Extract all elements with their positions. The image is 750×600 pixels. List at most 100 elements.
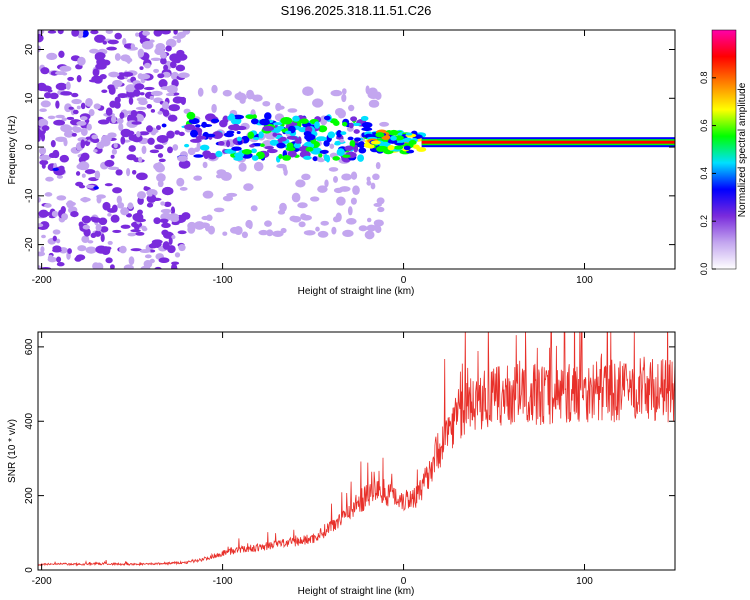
spectrogram-noise-blob (47, 254, 54, 262)
spectrogram-noise-blob (167, 146, 173, 154)
spectrogram-noise-blob (128, 145, 136, 152)
spectrogram-band-blob (251, 148, 257, 154)
spectrogram-noise-blob (61, 125, 73, 133)
spectrogram-noise-blob (148, 243, 158, 249)
spectrogram-band-blob (282, 155, 292, 161)
spectrogram-noise-blob (114, 101, 121, 109)
spectrogram-tone-blob (375, 132, 385, 138)
spectrogram-haze-blob (331, 226, 337, 235)
spectrogram-noise-blob (111, 148, 118, 155)
spectrogram-noise-blob (94, 170, 101, 180)
spectrogram-noise-blob (175, 64, 186, 72)
spectrogram-band-blob (280, 117, 293, 125)
spectrogram-noise-blob (167, 40, 177, 46)
colorbar-tick-label: 0.0 (699, 263, 709, 276)
spectrogram-noise-blob (46, 52, 58, 61)
colorbar-tick-label: 0.4 (699, 167, 709, 180)
spectrogram-haze-blob (264, 220, 272, 227)
spectrogram-haze-blob (266, 229, 274, 237)
spectrogram-noise-blob (106, 46, 117, 51)
colorbar-tick-label: 0.6 (699, 119, 709, 132)
spectrogram-noise-blob (76, 121, 87, 126)
spectrogram-noise-blob (119, 245, 127, 254)
spectrogram-haze-blob (193, 147, 200, 153)
spectrogram-y-tick-label: 10 (24, 92, 35, 104)
spectrogram-noise-blob (163, 233, 170, 237)
spectrogram-haze-blob (187, 221, 197, 230)
spectrogram-band-blob (361, 122, 373, 128)
spectrogram-noise-blob (171, 263, 178, 269)
spectrogram-band-blob (334, 142, 341, 146)
spectrogram-noise-blob (168, 114, 178, 122)
spectrogram-noise-blob (143, 86, 155, 91)
spectrogram-noise-blob (118, 122, 124, 132)
spectrogram-noise-blob (178, 159, 191, 169)
spectrogram-haze-blob (187, 147, 196, 156)
spectrogram-noise-blob (57, 30, 64, 35)
spectrogram-haze-blob (287, 108, 298, 113)
spectrogram-haze-blob (226, 192, 238, 197)
spectrogram-noise-blob (123, 264, 134, 269)
spectrogram-noise-blob (52, 245, 62, 252)
spectrogram-noise-blob (107, 213, 112, 217)
spectrogram-noise-blob (144, 62, 151, 69)
spectrogram-noise-blob (158, 174, 164, 178)
spectrogram-band-blob (234, 152, 245, 158)
spectrogram-noise-blob (82, 224, 90, 230)
spectrogram-haze-blob (252, 94, 263, 102)
spectrogram-band-blob (245, 114, 256, 119)
spectrogram-haze-blob (250, 205, 258, 212)
spectrogram-noise-blob (170, 206, 176, 215)
spectrogram-noise-blob (102, 40, 108, 45)
spectrogram-haze-blob (280, 227, 287, 234)
spectrogram-haze-blob (317, 158, 325, 163)
spectrogram-noise-blob (68, 106, 74, 110)
spectrogram-noise-blob (105, 246, 112, 251)
spectrogram-band-blob (327, 131, 336, 139)
spectrogram-band-blob (259, 143, 265, 147)
spectrogram-noise-blob (153, 68, 160, 73)
spectrogram-noise-blob (107, 166, 120, 170)
spectrogram-noise-blob (157, 73, 165, 79)
spectrogram-haze-blob (333, 175, 338, 183)
spectrogram-noise-blob (169, 61, 177, 69)
spectrogram-haze-blob (367, 87, 378, 96)
spectrogram-noise-blob (175, 56, 186, 61)
spectrogram-noise-blob (92, 68, 100, 77)
spectrogram-band-blob (247, 131, 255, 139)
spectrogram-noise-blob (174, 130, 180, 135)
figure-title: S196.2025.318.11.51.C26 (281, 3, 432, 18)
spectrogram-noise-blob (115, 169, 123, 176)
spectrogram-noise-blob (76, 105, 81, 110)
spectrogram-noise-blob (95, 245, 108, 254)
spectrogram-noise-blob (165, 92, 175, 97)
spectrogram-noise-blob (47, 30, 57, 34)
spectrogram-band-blob (189, 138, 202, 143)
spectrogram-noise-blob (161, 123, 167, 128)
spectrogram-noise-blob (143, 259, 153, 269)
spectrogram-band-blob (236, 136, 242, 142)
spectrogram-band-blob (202, 150, 212, 158)
snr-frame (37, 331, 676, 571)
spectrogram-haze-blob (336, 196, 346, 206)
spectrogram-band-blob (312, 156, 318, 162)
spectrogram-noise-blob (144, 254, 152, 259)
spectrogram-noise-blob (115, 81, 122, 87)
spectrogram-haze-blob (330, 89, 343, 97)
spectrogram-noise-blob (64, 103, 72, 113)
spectrogram-noise-blob (114, 32, 122, 40)
spectrogram-noise-blob (112, 229, 122, 233)
spectrogram-noise-blob (137, 73, 144, 80)
spectrogram-noise-blob (147, 137, 155, 145)
spectrogram-haze-blob (317, 230, 329, 238)
spectrogram-haze-blob (345, 218, 357, 225)
spectrogram-noise-blob (135, 106, 147, 111)
spectrogram-y-tick-label: 0 (24, 144, 35, 150)
spectrogram-haze-blob (366, 180, 372, 186)
spectrogram-band-blob (264, 112, 272, 120)
spectrogram-band-blob (325, 154, 331, 163)
spectrogram-band-blob (219, 119, 228, 128)
spectrogram-noise-blob (147, 193, 153, 197)
spectrogram-tone-blob (408, 139, 417, 146)
spectrogram-band-blob (183, 123, 196, 131)
